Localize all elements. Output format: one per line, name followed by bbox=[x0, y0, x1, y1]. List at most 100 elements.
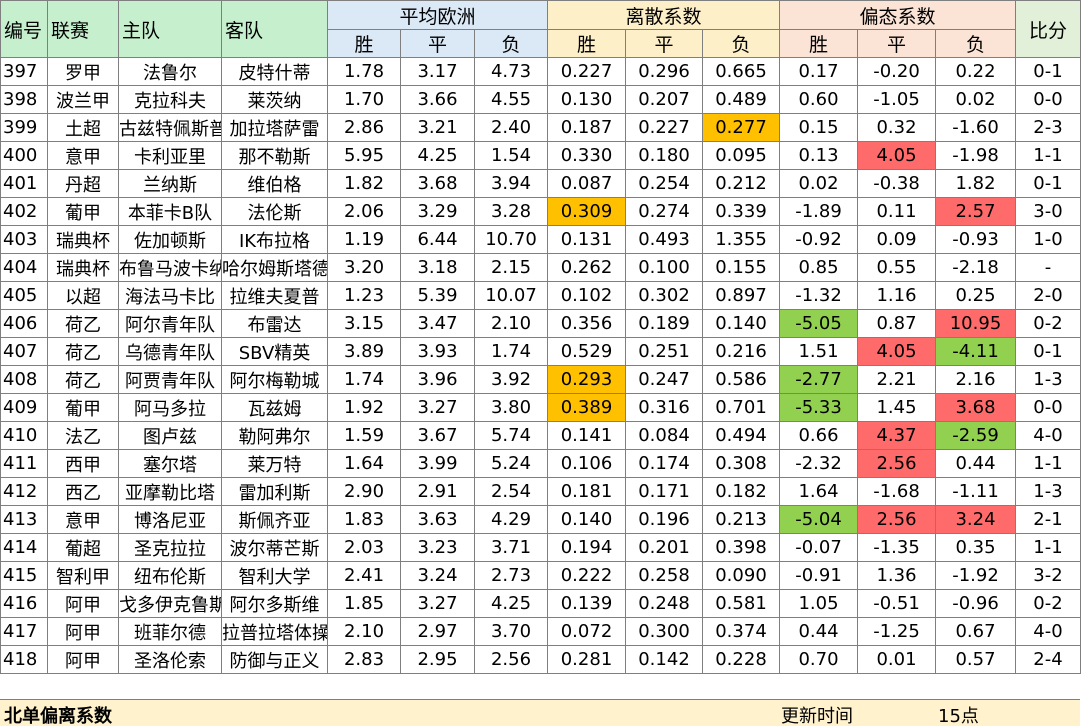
cell-skew-draw[interactable]: 2.56 bbox=[857, 449, 936, 478]
cell-skew-draw[interactable]: 4.05 bbox=[857, 337, 936, 366]
header-league[interactable]: 联赛 bbox=[47, 0, 119, 58]
cell-league[interactable]: 意甲 bbox=[47, 505, 119, 534]
cell-home[interactable]: 克拉科夫 bbox=[118, 85, 222, 114]
cell-score[interactable]: 1-1 bbox=[1015, 141, 1081, 170]
cell-avg-win[interactable]: 3.15 bbox=[327, 309, 401, 338]
cell-no[interactable]: 414 bbox=[0, 533, 48, 562]
cell-home[interactable]: 海法马卡比 bbox=[118, 281, 222, 310]
cell-skew-draw[interactable]: 0.55 bbox=[857, 253, 936, 282]
cell-skew-win[interactable]: 1.51 bbox=[779, 337, 858, 366]
cell-skew-win[interactable]: -0.91 bbox=[779, 561, 858, 590]
cell-home[interactable]: 塞尔塔 bbox=[118, 449, 222, 478]
cell-disp-loss[interactable]: 0.308 bbox=[702, 449, 780, 478]
cell-skew-win[interactable]: 0.70 bbox=[779, 645, 858, 674]
cell-skew-win[interactable]: 0.66 bbox=[779, 421, 858, 450]
cell-score[interactable]: 3-0 bbox=[1015, 197, 1081, 226]
cell-disp-loss[interactable]: 0.213 bbox=[702, 505, 780, 534]
cell-skew-win[interactable]: -5.04 bbox=[779, 505, 858, 534]
cell-skew-draw[interactable]: -0.20 bbox=[857, 57, 936, 86]
cell-score[interactable]: 0-0 bbox=[1015, 393, 1081, 422]
cell-skew-draw[interactable]: 2.21 bbox=[857, 365, 936, 394]
cell-disp-loss[interactable]: 0.095 bbox=[702, 141, 780, 170]
cell-home[interactable]: 兰纳斯 bbox=[118, 169, 222, 198]
cell-league[interactable]: 意甲 bbox=[47, 141, 119, 170]
cell-avg-win[interactable]: 1.70 bbox=[327, 85, 401, 114]
cell-disp-win[interactable]: 0.309 bbox=[547, 197, 626, 226]
cell-league[interactable]: 以超 bbox=[47, 281, 119, 310]
cell-league[interactable]: 土超 bbox=[47, 113, 119, 142]
cell-avg-loss[interactable]: 5.24 bbox=[474, 449, 548, 478]
header-home[interactable]: 主队 bbox=[118, 0, 222, 58]
cell-score[interactable]: 1-0 bbox=[1015, 225, 1081, 254]
cell-disp-loss[interactable]: 0.897 bbox=[702, 281, 780, 310]
cell-disp-win[interactable]: 0.141 bbox=[547, 421, 626, 450]
cell-no[interactable]: 413 bbox=[0, 505, 48, 534]
cell-avg-loss[interactable]: 2.73 bbox=[474, 561, 548, 590]
cell-home[interactable]: 佐加顿斯 bbox=[118, 225, 222, 254]
cell-away[interactable]: 维伯格 bbox=[221, 169, 328, 198]
cell-avg-win[interactable]: 1.85 bbox=[327, 589, 401, 618]
cell-disp-win[interactable]: 0.139 bbox=[547, 589, 626, 618]
footer-title[interactable]: 北单偏离系数 bbox=[4, 706, 112, 727]
cell-avg-loss[interactable]: 1.54 bbox=[474, 141, 548, 170]
cell-away[interactable]: 波尔蒂芒斯 bbox=[221, 533, 328, 562]
cell-avg-win[interactable]: 3.89 bbox=[327, 337, 401, 366]
cell-away[interactable]: 斯佩齐亚 bbox=[221, 505, 328, 534]
header-dispersion[interactable]: 离散系数 bbox=[547, 0, 780, 30]
cell-no[interactable]: 402 bbox=[0, 197, 48, 226]
cell-skew-draw[interactable]: 0.09 bbox=[857, 225, 936, 254]
cell-home[interactable]: 阿尔青年队 bbox=[118, 309, 222, 338]
cell-no[interactable]: 397 bbox=[0, 57, 48, 86]
cell-disp-draw[interactable]: 0.302 bbox=[625, 281, 703, 310]
cell-avg-loss[interactable]: 4.73 bbox=[474, 57, 548, 86]
cell-no[interactable]: 401 bbox=[0, 169, 48, 198]
cell-away[interactable]: 瓦兹姆 bbox=[221, 393, 328, 422]
cell-disp-loss[interactable]: 0.398 bbox=[702, 533, 780, 562]
cell-skew-draw[interactable]: 2.56 bbox=[857, 505, 936, 534]
cell-disp-loss[interactable]: 0.581 bbox=[702, 589, 780, 618]
cell-avg-win[interactable]: 1.83 bbox=[327, 505, 401, 534]
cell-skew-loss[interactable]: -0.93 bbox=[935, 225, 1016, 254]
cell-disp-loss[interactable]: 1.355 bbox=[702, 225, 780, 254]
cell-avg-loss[interactable]: 3.80 bbox=[474, 393, 548, 422]
cell-disp-draw[interactable]: 0.251 bbox=[625, 337, 703, 366]
cell-disp-win[interactable]: 0.187 bbox=[547, 113, 626, 142]
cell-avg-loss[interactable]: 2.10 bbox=[474, 309, 548, 338]
cell-avg-draw[interactable]: 3.96 bbox=[400, 365, 475, 394]
cell-skew-loss[interactable]: 0.67 bbox=[935, 617, 1016, 646]
cell-avg-loss[interactable]: 2.40 bbox=[474, 113, 548, 142]
cell-league[interactable]: 波兰甲 bbox=[47, 85, 119, 114]
cell-skew-win[interactable]: 0.15 bbox=[779, 113, 858, 142]
cell-avg-win[interactable]: 2.86 bbox=[327, 113, 401, 142]
cell-avg-draw[interactable]: 3.29 bbox=[400, 197, 475, 226]
cell-home[interactable]: 戈多伊克鲁斯 bbox=[118, 589, 222, 618]
cell-avg-win[interactable]: 2.41 bbox=[327, 561, 401, 590]
cell-avg-draw[interactable]: 3.18 bbox=[400, 253, 475, 282]
cell-skew-loss[interactable]: 3.68 bbox=[935, 393, 1016, 422]
cell-disp-win[interactable]: 0.293 bbox=[547, 365, 626, 394]
cell-avg-loss[interactable]: 2.56 bbox=[474, 645, 548, 674]
cell-score[interactable]: 0-2 bbox=[1015, 309, 1081, 338]
cell-no[interactable]: 403 bbox=[0, 225, 48, 254]
cell-avg-loss[interactable]: 4.25 bbox=[474, 589, 548, 618]
cell-skew-draw[interactable]: 1.36 bbox=[857, 561, 936, 590]
cell-away[interactable]: 布雷达 bbox=[221, 309, 328, 338]
cell-home[interactable]: 圣克拉拉 bbox=[118, 533, 222, 562]
cell-away[interactable]: 莱万特 bbox=[221, 449, 328, 478]
cell-avg-draw[interactable]: 5.39 bbox=[400, 281, 475, 310]
cell-score[interactable]: 0-1 bbox=[1015, 57, 1081, 86]
cell-disp-win[interactable]: 0.529 bbox=[547, 337, 626, 366]
cell-avg-win[interactable]: 1.92 bbox=[327, 393, 401, 422]
cell-skew-loss[interactable]: -2.18 bbox=[935, 253, 1016, 282]
cell-avg-draw[interactable]: 3.93 bbox=[400, 337, 475, 366]
update-label[interactable]: 更新时间 bbox=[781, 706, 853, 727]
cell-skew-draw[interactable]: 4.05 bbox=[857, 141, 936, 170]
cell-disp-draw[interactable]: 0.227 bbox=[625, 113, 703, 142]
cell-disp-draw[interactable]: 0.201 bbox=[625, 533, 703, 562]
cell-skew-draw[interactable]: 0.01 bbox=[857, 645, 936, 674]
cell-score[interactable]: 1-1 bbox=[1015, 449, 1081, 478]
cell-avg-win[interactable]: 2.06 bbox=[327, 197, 401, 226]
cell-avg-loss[interactable]: 10.07 bbox=[474, 281, 548, 310]
cell-avg-draw[interactable]: 3.24 bbox=[400, 561, 475, 590]
header-skew-win[interactable]: 胜 bbox=[779, 29, 858, 58]
